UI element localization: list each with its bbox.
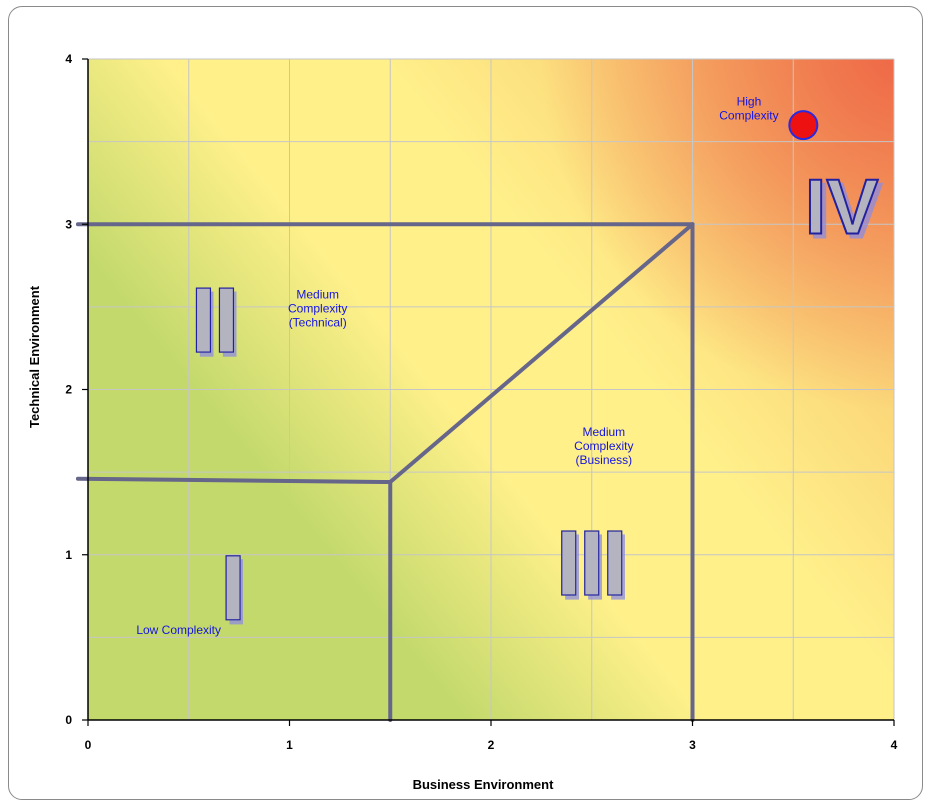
y-tick-label: 2 bbox=[65, 383, 72, 397]
zone-label-line: High bbox=[737, 94, 762, 108]
x-tick-label: 0 bbox=[85, 738, 92, 752]
x-tick-label: 4 bbox=[891, 738, 898, 752]
axes: 0 1 2 3 4 0 1 2 3 4 bbox=[65, 52, 897, 752]
zone-boundaries bbox=[75, 222, 695, 722]
data-points bbox=[788, 110, 819, 141]
data-point-marker bbox=[788, 110, 819, 141]
zone-ii-numeral-stroke bbox=[218, 287, 235, 353]
zone-label-line: Medium bbox=[296, 288, 339, 302]
y-tick-label: 0 bbox=[65, 713, 72, 727]
zone-iv-label: High Complexity bbox=[719, 94, 778, 122]
x-tick-label: 1 bbox=[286, 738, 293, 752]
zone-label-line: Complexity bbox=[719, 108, 778, 122]
y-tick-label: 4 bbox=[65, 52, 72, 66]
x-axis-title: Business Environment bbox=[413, 777, 555, 792]
zone-label-line: (Technical) bbox=[289, 316, 347, 330]
zone-label-line: Medium bbox=[582, 425, 625, 439]
zone-iii-numeral-stroke bbox=[607, 530, 623, 596]
y-tick-label: 3 bbox=[65, 217, 72, 231]
zone-label-line: Complexity bbox=[288, 302, 347, 316]
zone-iv-numeral: IV bbox=[805, 163, 879, 251]
zone-iii-numeral-stroke bbox=[584, 530, 600, 596]
y-axis-title: Technical Environment bbox=[27, 285, 42, 428]
zone-iii-numeral-stroke bbox=[561, 530, 577, 596]
x-tick-label: 3 bbox=[689, 738, 696, 752]
x-tick-label: 2 bbox=[488, 738, 495, 752]
zone-ii-numeral-stroke bbox=[195, 287, 212, 353]
zone-label-line: Low Complexity bbox=[136, 623, 221, 637]
y-tick-label: 1 bbox=[65, 548, 72, 562]
zone-ii-label: Medium Complexity (Technical) bbox=[288, 288, 347, 330]
zone-label-line: Complexity bbox=[574, 439, 633, 453]
zone-iii-label: Medium Complexity (Business) bbox=[574, 425, 633, 467]
zone-i-numeral-stroke bbox=[225, 555, 241, 621]
zone-label-line: (Business) bbox=[575, 453, 632, 467]
zone-i-label: Low Complexity bbox=[136, 623, 221, 637]
zone-boundary-line bbox=[388, 222, 695, 485]
zone-boundary-line bbox=[75, 476, 393, 485]
